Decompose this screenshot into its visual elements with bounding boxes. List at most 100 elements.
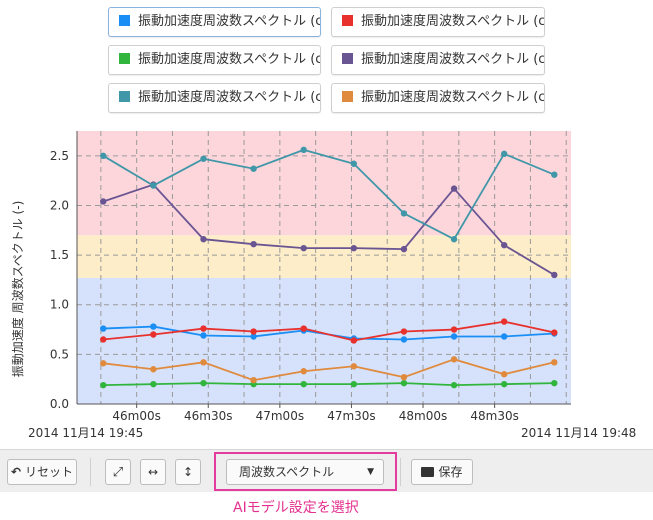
legend-label: 振動加速度周波数スペクトル (ch3) [138, 52, 320, 67]
data-point-ch2 [500, 318, 508, 325]
data-point-ch6 [400, 373, 408, 381]
legend-swatch [119, 53, 130, 64]
y-tick-label: 1.5 [50, 248, 69, 262]
series-group [100, 146, 558, 389]
legend-swatch [342, 53, 353, 64]
series-line-ch2 [103, 320, 555, 342]
data-point-ch1 [250, 333, 257, 340]
threshold-band [77, 277, 571, 404]
data-point-ch1 [400, 336, 408, 343]
data-point-ch6 [551, 359, 558, 366]
data-point-ch2 [250, 328, 257, 335]
horizontal-zoom-button[interactable]: ↔ [140, 459, 166, 485]
legend-button-ch1[interactable]: 振動加速度周波数スペクトル (ch1) [108, 7, 321, 37]
x-tick-label: 48m00s [399, 409, 447, 423]
data-point-ch2 [150, 331, 157, 338]
save-button[interactable]: 保存 [411, 459, 473, 485]
y-tick-label: 1.0 [50, 298, 69, 312]
line-chart[interactable]: 0.0 0.5 1.0 1.5 2.0 2.5 46m00s 46m30s 47m00s 47m3… [0, 0, 653, 440]
data-point-ch5 [150, 182, 157, 189]
toolbar-divider [400, 458, 401, 486]
data-point-ch4 [551, 271, 558, 279]
data-point-ch4 [100, 198, 107, 205]
series-line-ch4 [102, 183, 555, 276]
x-tick-label: 47m30s [327, 409, 375, 423]
data-point-ch3 [350, 380, 358, 388]
legend-label: 振動加速度周波数スペクトル (ch6) [361, 90, 545, 105]
data-point-ch1 [150, 323, 157, 330]
data-point-ch3 [551, 379, 558, 387]
data-point-ch4 [350, 244, 358, 252]
data-point-ch3 [100, 381, 107, 389]
spectrum-select[interactable]: 周波数スペクトル ▼ [226, 459, 384, 485]
legend-label: 振動加速度周波数スペクトル (ch5) [138, 90, 320, 105]
data-point-ch2 [100, 336, 107, 343]
toolbar-divider [90, 458, 91, 486]
zoom-fit-button[interactable]: ⤢ [105, 459, 131, 485]
range-start-label: 2014 11月14 19:45 [28, 426, 144, 440]
series-line-ch3 [103, 382, 555, 387]
y-axis-label: 振動加速度 周波数スペクトル (-) [10, 201, 25, 377]
data-point-ch3 [450, 381, 458, 389]
data-point-ch6 [250, 376, 257, 384]
data-point-ch5 [551, 171, 558, 178]
data-point-ch6 [100, 360, 107, 367]
range-end-label: 2014 11月14 19:48 [521, 426, 637, 440]
data-point-ch1 [450, 333, 458, 340]
x-tick-label: 48m30s [470, 409, 518, 423]
caret-down-icon: ▼ [367, 467, 374, 477]
select-highlight-box [214, 452, 397, 491]
data-point-ch3 [400, 379, 408, 387]
chart-toolbar: ↶ リセット ⤢ ↔ ↕ 周波数スペクトル ▼ 保存 [0, 449, 653, 492]
legend-button-ch5[interactable]: 振動加速度周波数スペクトル (ch5) [108, 83, 321, 113]
data-point-ch6 [450, 356, 458, 363]
legend-swatch [342, 15, 353, 26]
data-point-ch3 [300, 380, 307, 388]
data-point-ch3 [200, 379, 207, 387]
vertical-zoom-button[interactable]: ↕ [175, 459, 201, 485]
reset-button[interactable]: ↶ リセット [7, 459, 77, 485]
data-point-ch5 [450, 236, 458, 243]
horizontal-arrows-icon: ↔ [147, 465, 159, 479]
data-point-ch4 [250, 240, 257, 248]
legend-swatch [342, 91, 353, 102]
threshold-bands [77, 131, 571, 404]
undo-icon: ↶ [11, 465, 22, 479]
data-point-ch4 [500, 241, 508, 249]
annotation-text: AIモデル設定を選択 [233, 500, 359, 516]
data-point-ch5 [350, 160, 358, 167]
x-tick-label: 47m00s [256, 409, 304, 423]
legend-swatch [119, 91, 130, 102]
data-point-ch5 [250, 165, 257, 172]
data-point-ch5 [200, 155, 207, 162]
data-point-ch4 [200, 236, 207, 243]
data-point-ch1 [100, 325, 107, 332]
y-tick-label: 2.0 [50, 198, 69, 212]
legend-swatch [119, 15, 130, 26]
vertical-arrows-icon: ↕ [182, 465, 194, 479]
y-tick-label: 0.5 [50, 347, 69, 361]
data-point-ch2 [450, 326, 458, 333]
data-point-ch5 [300, 146, 307, 154]
data-point-ch4 [400, 245, 408, 253]
data-point-ch3 [500, 380, 508, 388]
series-line-ch5 [102, 148, 555, 241]
data-point-ch1 [500, 333, 508, 340]
data-point-ch2 [350, 337, 358, 344]
data-point-ch5 [500, 150, 508, 158]
data-point-ch1 [200, 332, 207, 339]
legend-button-ch2[interactable]: 振動加速度周波数スペクトル (ch2) [331, 7, 545, 37]
save-label: 保存 [438, 465, 463, 479]
data-point-ch2 [551, 329, 558, 336]
data-point-ch6 [500, 371, 508, 378]
legend-button-ch3[interactable]: 振動加速度周波数スペクトル (ch3) [108, 45, 321, 75]
x-tick-label: 46m30s [184, 409, 232, 423]
y-tick-label: 2.5 [50, 149, 69, 163]
data-point-ch5 [100, 152, 107, 160]
expand-icon: ⤢ [112, 465, 124, 480]
image-icon [421, 467, 435, 477]
legend-button-ch4[interactable]: 振動加速度周波数スペクトル (ch4) [331, 45, 545, 75]
data-point-ch4 [450, 185, 458, 192]
x-tick-label: 46m00s [112, 409, 160, 423]
legend-button-ch6[interactable]: 振動加速度周波数スペクトル (ch6) [331, 83, 545, 113]
